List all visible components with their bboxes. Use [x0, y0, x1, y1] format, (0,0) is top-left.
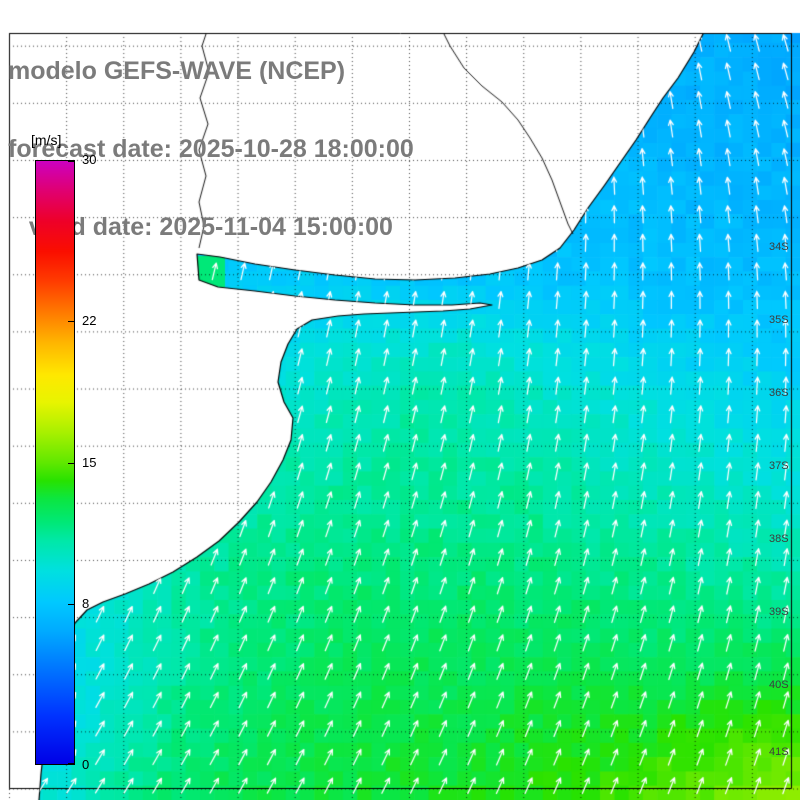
colorbar-tick-label: 0 [82, 757, 90, 772]
latitude-label: 41S [769, 746, 789, 758]
forecast-date-line: forecast date: 2025-10-28 18:00:00 [8, 135, 414, 163]
colorbar-tick-label: 15 [82, 454, 97, 470]
latitude-label: 37S [769, 460, 789, 472]
latitude-label: 39S [769, 606, 789, 618]
colorbar-tick-mark [68, 462, 74, 464]
latitude-label: 36S [769, 387, 789, 399]
colorbar-tick-label: 30 [82, 152, 97, 167]
model-title: modelo GEFS-WAVE (NCEP) [8, 57, 346, 85]
colorbar-tick-label: 22 [82, 313, 97, 329]
latitude-label: 34S [769, 241, 789, 253]
colorbar-tick-mark [68, 161, 74, 162]
colorbar-tick-mark [68, 321, 74, 323]
colorbar-tick-mark [68, 603, 74, 605]
latitude-label: 35S [769, 314, 789, 326]
colorbar-tick-label: 8 [82, 595, 90, 611]
colorbar-tick-mark [68, 763, 74, 764]
latitude-label: 38S [769, 533, 789, 545]
colorbar-unit-label: [m/s] [31, 132, 62, 148]
latitude-label: 40S [769, 679, 789, 691]
